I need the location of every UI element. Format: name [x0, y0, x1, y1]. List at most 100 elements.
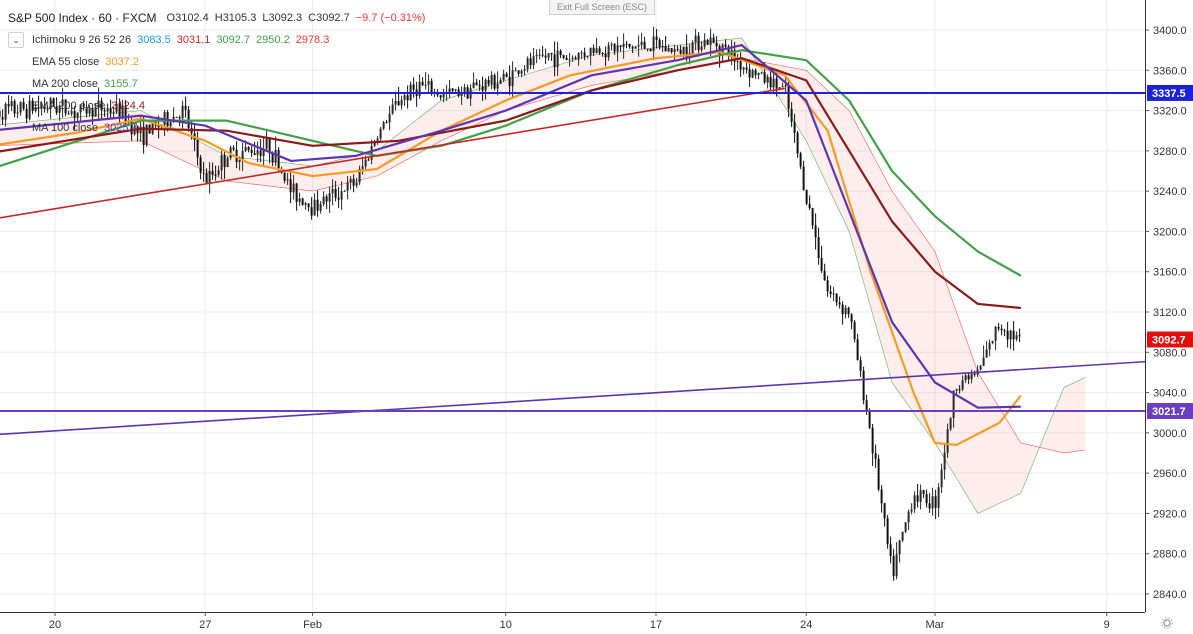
candle-body	[769, 76, 772, 88]
candle-body	[490, 75, 493, 85]
time-tick-label: 27	[199, 619, 211, 629]
candle-body	[115, 103, 118, 112]
candle-body	[949, 418, 952, 430]
candle-body	[289, 179, 292, 193]
exit-fullscreen-button[interactable]: Exit Full Screen (ESC)	[549, 0, 655, 15]
candle-body	[310, 207, 313, 216]
candle-body	[853, 322, 856, 340]
candle-body	[601, 53, 604, 55]
candle-body	[925, 493, 928, 504]
candle-body	[643, 41, 646, 49]
candle-body	[388, 113, 391, 123]
candle-body	[760, 72, 763, 74]
candle-body	[901, 531, 904, 541]
candle-body	[28, 100, 31, 119]
candle-body	[991, 340, 994, 344]
price-tick-label: 3080.0	[1153, 347, 1187, 359]
symbol-title[interactable]: S&P 500 Index · 60 · FXCM	[8, 10, 157, 25]
candle-body	[82, 104, 85, 107]
candle-body	[619, 45, 622, 48]
indicator-value: 3124.4	[111, 99, 146, 112]
candle-body	[196, 139, 199, 158]
candle-body	[67, 113, 70, 115]
candle-body	[427, 80, 430, 85]
legend-row-ichimoku[interactable]: ⌄ Ichimoku 9 26 52 26 3083.5 3031.1 3092…	[8, 29, 431, 51]
chevron-down-icon[interactable]: ⌄	[8, 32, 24, 48]
candle-body	[625, 43, 628, 45]
price-tick-label: 2920.0	[1153, 508, 1187, 520]
candle-body	[592, 47, 595, 53]
candle-body	[241, 151, 244, 161]
series-line-ema-200-close	[0, 57, 1021, 310]
candle-body	[451, 88, 454, 91]
price-tick-label: 2960.0	[1153, 468, 1187, 480]
price-tick-label: 3160.0	[1153, 267, 1187, 279]
candle-body	[862, 370, 865, 401]
candle-body	[319, 204, 322, 211]
last-price-badge-bg	[1147, 331, 1193, 348]
candle-body	[691, 42, 694, 54]
ohlc-low: L3092.3	[262, 11, 303, 24]
price-tick-label: 3360.0	[1153, 65, 1187, 77]
candle-body	[709, 37, 712, 45]
candle-body	[715, 42, 718, 47]
series-line-ema-55-close	[0, 51, 1022, 447]
candle-body	[109, 108, 112, 113]
candle-body	[475, 82, 478, 86]
candle-body	[517, 70, 520, 74]
candle-body	[367, 159, 370, 161]
candle-body	[238, 160, 241, 162]
candle-body	[628, 43, 631, 47]
candle-body	[622, 43, 625, 48]
candle-body	[637, 45, 640, 47]
candle-body	[811, 208, 814, 226]
candle-body	[340, 191, 343, 200]
candle-body	[484, 79, 487, 91]
candle-body	[286, 179, 289, 181]
candle-body	[205, 173, 208, 184]
legend-row-ma100[interactable]: MA 100 close 3025.7	[8, 117, 431, 139]
indicator-name: MA 200 close	[32, 77, 99, 90]
legend-row-ema200[interactable]: EMA 200 close 3124.4	[8, 95, 431, 117]
price-axis-bg	[1145, 0, 1193, 629]
series-line-ma-200-close	[0, 49, 1022, 277]
candle-body	[178, 117, 181, 119]
candle-body	[802, 166, 805, 190]
candle-body	[805, 189, 808, 204]
candle-body	[712, 37, 715, 43]
candle-body	[871, 427, 874, 454]
candle-body	[541, 54, 544, 56]
candle-body	[37, 107, 40, 109]
candle-body	[880, 489, 883, 504]
candle-body	[535, 54, 538, 57]
candle-body	[211, 170, 214, 175]
candle-body	[508, 76, 511, 87]
candle-body	[859, 360, 862, 371]
candle-body	[88, 108, 91, 114]
legend-row-ma200[interactable]: MA 200 close 3155.7	[8, 73, 431, 95]
candle-body	[268, 138, 271, 153]
candle-body	[379, 128, 382, 139]
legend-row-ema55[interactable]: EMA 55 close 3037.2	[8, 51, 431, 73]
candle-body	[520, 70, 523, 74]
price-tick-label: 3280.0	[1153, 146, 1187, 158]
candle-body	[886, 518, 889, 545]
candle-body	[1009, 330, 1012, 340]
candle-body	[1015, 335, 1018, 340]
candle-body	[967, 375, 970, 380]
settings-gear-icon[interactable]	[1160, 617, 1174, 629]
candle-body	[346, 182, 349, 191]
price-tick-label: 3120.0	[1153, 307, 1187, 319]
candle-body	[544, 55, 547, 58]
candle-body	[472, 82, 475, 89]
time-tick-label: 9	[1104, 619, 1110, 629]
candle-body	[385, 122, 388, 124]
candle-body	[658, 39, 661, 48]
candle-body	[889, 544, 892, 557]
candle-body	[421, 81, 424, 86]
candle-body	[823, 270, 826, 281]
candle-body	[142, 126, 145, 146]
candle-body	[463, 87, 466, 94]
